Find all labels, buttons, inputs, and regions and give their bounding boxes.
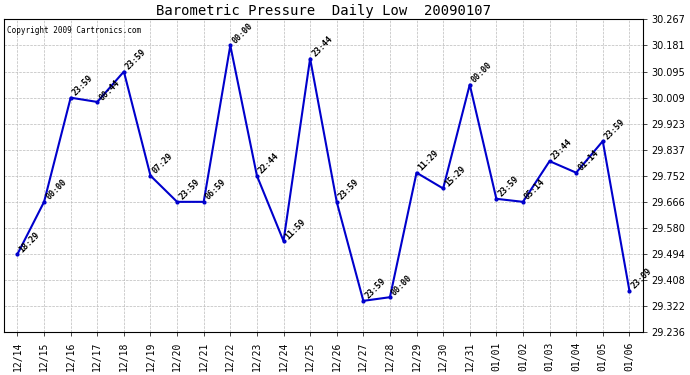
Text: 05:14: 05:14 (523, 178, 547, 202)
Text: 15:29: 15:29 (443, 165, 467, 189)
Text: 00:00: 00:00 (390, 273, 414, 297)
Text: 07:29: 07:29 (150, 152, 175, 176)
Text: 23:44: 23:44 (549, 137, 573, 161)
Text: 23:59: 23:59 (496, 175, 520, 199)
Text: 23:59: 23:59 (177, 178, 201, 202)
Text: 18:29: 18:29 (17, 230, 41, 254)
Text: 23:59: 23:59 (70, 74, 95, 98)
Text: 01:14: 01:14 (576, 148, 600, 173)
Text: 11:29: 11:29 (417, 148, 441, 173)
Text: 23:59: 23:59 (603, 117, 627, 141)
Text: Copyright 2009 Cartronics.com: Copyright 2009 Cartronics.com (8, 26, 141, 34)
Text: 00:00: 00:00 (470, 61, 494, 85)
Text: 00:00: 00:00 (44, 178, 68, 202)
Text: 23:59: 23:59 (364, 277, 387, 301)
Text: 23:59: 23:59 (337, 178, 361, 202)
Text: 00:44: 00:44 (97, 78, 121, 102)
Text: 22:44: 22:44 (257, 152, 281, 176)
Text: 23:44: 23:44 (310, 34, 334, 58)
Text: 11:59: 11:59 (284, 217, 308, 241)
Text: 23:59: 23:59 (124, 48, 148, 72)
Text: 00:00: 00:00 (230, 21, 255, 45)
Title: Barometric Pressure  Daily Low  20090107: Barometric Pressure Daily Low 20090107 (156, 4, 491, 18)
Text: 06:59: 06:59 (204, 178, 228, 202)
Text: 23:09: 23:09 (629, 267, 653, 291)
